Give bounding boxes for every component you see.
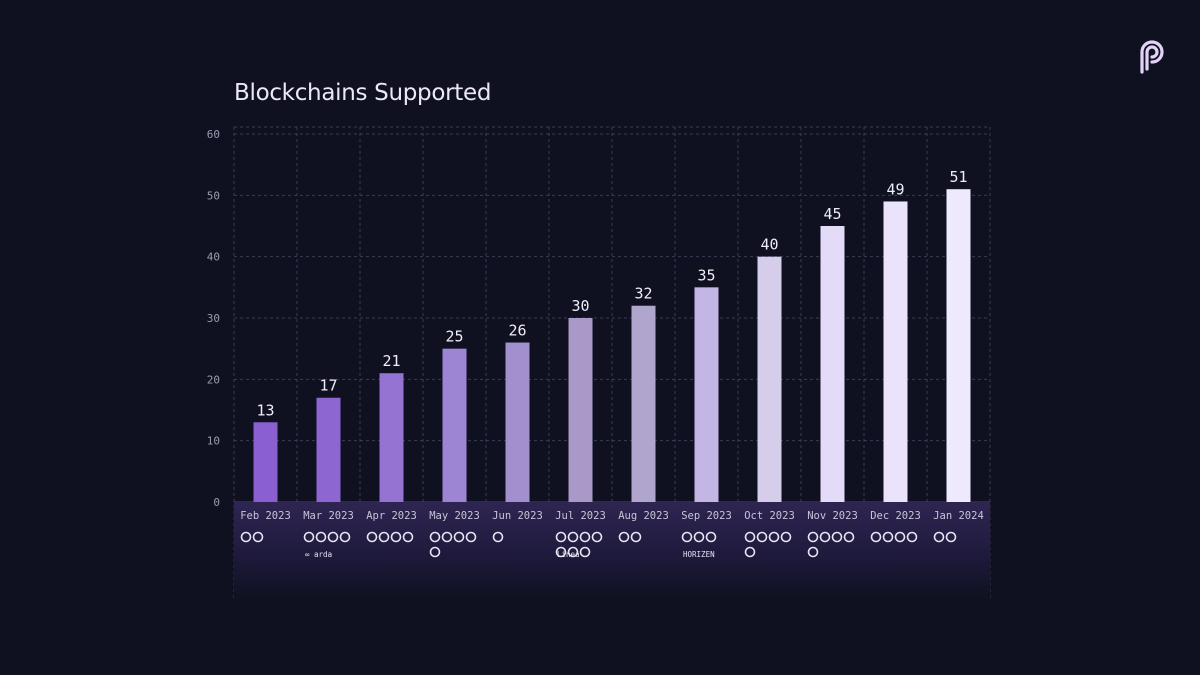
chain-logo-icon bbox=[429, 531, 441, 543]
chain-logo-icon bbox=[744, 531, 756, 543]
chain-name-label: Linea bbox=[557, 550, 580, 559]
chain-logo-icon bbox=[555, 546, 567, 558]
chain-logo-icon bbox=[567, 531, 579, 543]
bar-value-label: 21 bbox=[382, 352, 400, 370]
chain-logo-icon bbox=[579, 546, 591, 558]
chain-logo-icon bbox=[807, 531, 819, 543]
chain-logo-icon bbox=[492, 531, 504, 543]
chain-name-label: HORIZEN bbox=[683, 550, 715, 559]
chain-logo-icon bbox=[744, 546, 756, 558]
chain-logo-icon bbox=[591, 531, 603, 543]
chain-logo-icon bbox=[441, 531, 453, 543]
chain-logo-icon bbox=[567, 546, 579, 558]
chain-logo-icon bbox=[315, 531, 327, 543]
chain-logo-icon bbox=[780, 531, 792, 543]
bar bbox=[883, 201, 908, 502]
pyth-logo-icon bbox=[1140, 40, 1164, 74]
bar bbox=[568, 318, 593, 502]
chain-logo-icon bbox=[453, 531, 465, 543]
chain-logo-icon bbox=[339, 531, 351, 543]
chain-logo-icon bbox=[843, 531, 855, 543]
chain-logo-icon bbox=[402, 531, 414, 543]
bar bbox=[757, 256, 782, 502]
chain-logo-icon bbox=[618, 531, 630, 543]
logo-band bbox=[234, 502, 990, 598]
labels: 0 10 20 30 40 50 60 13 Feb 2023 17 Mar 2023 ∞ arda 2… bbox=[207, 128, 984, 559]
bar-value-label: 13 bbox=[256, 401, 274, 419]
chain-logo-icon bbox=[465, 531, 477, 543]
x-tick-label: Feb 2023 bbox=[240, 510, 291, 522]
bar-value-label: 40 bbox=[760, 236, 778, 254]
bar-value-label: 25 bbox=[445, 328, 463, 346]
bar bbox=[379, 373, 404, 502]
y-tick-label: 20 bbox=[207, 373, 220, 386]
chain-logo-icon bbox=[327, 531, 339, 543]
bar-value-label: 35 bbox=[697, 266, 715, 284]
x-tick-label: May 2023 bbox=[429, 510, 480, 522]
chain-logo-icon bbox=[933, 531, 945, 543]
bar-value-label: 26 bbox=[508, 322, 526, 340]
chain-logo-icon bbox=[819, 531, 831, 543]
y-tick-label: 0 bbox=[213, 496, 220, 509]
chain-logo-icon bbox=[681, 531, 693, 543]
chain-logo-icon bbox=[378, 531, 390, 543]
y-tick-label: 50 bbox=[207, 189, 220, 202]
x-tick-label: Oct 2023 bbox=[744, 510, 795, 522]
chain-logo-icon bbox=[303, 531, 315, 543]
x-tick-label: Apr 2023 bbox=[366, 510, 417, 522]
bar bbox=[631, 305, 656, 502]
chain-logo-icon bbox=[366, 531, 378, 543]
bar bbox=[253, 422, 278, 502]
bar-value-label: 45 bbox=[823, 205, 841, 223]
chain-logo-icon bbox=[831, 531, 843, 543]
chain-logo-icon bbox=[429, 546, 441, 558]
chain-logo-icon bbox=[807, 546, 819, 558]
y-tick-label: 30 bbox=[207, 312, 220, 325]
chain-logo-icon bbox=[756, 531, 768, 543]
logo-band-background bbox=[234, 502, 990, 598]
bar-value-label: 49 bbox=[886, 180, 904, 198]
x-tick-label: Sep 2023 bbox=[681, 510, 732, 522]
chain-logo-icon bbox=[906, 531, 918, 543]
bar bbox=[820, 226, 845, 502]
bars bbox=[253, 189, 971, 502]
y-tick-label: 60 bbox=[207, 128, 220, 141]
bar-value-label: 32 bbox=[634, 285, 652, 303]
chain-logo-icon bbox=[945, 531, 957, 543]
chain-logo-icon bbox=[705, 531, 717, 543]
bar-value-label: 17 bbox=[319, 377, 337, 395]
y-tick-label: 10 bbox=[207, 435, 220, 448]
chain-logo-icon bbox=[579, 531, 591, 543]
bar bbox=[442, 348, 467, 502]
chain-logo-icon bbox=[693, 531, 705, 543]
bar bbox=[694, 287, 719, 502]
chain-logo-icon bbox=[870, 531, 882, 543]
x-tick-label: Jun 2023 bbox=[492, 510, 543, 522]
chain-logo-icon bbox=[240, 531, 252, 543]
bar-value-label: 51 bbox=[949, 168, 967, 186]
bar bbox=[316, 397, 341, 502]
x-tick-label: Dec 2023 bbox=[870, 510, 921, 522]
chart-title: Blockchains Supported bbox=[234, 80, 492, 106]
chain-logo-icon bbox=[252, 531, 264, 543]
x-tick-label: Jan 2024 bbox=[933, 510, 984, 522]
bar-value-label: 30 bbox=[571, 297, 589, 315]
x-tick-label: Mar 2023 bbox=[303, 510, 354, 522]
chain-logo-icon bbox=[630, 531, 642, 543]
y-tick-label: 40 bbox=[207, 251, 220, 264]
chain-logo-icon bbox=[882, 531, 894, 543]
chain-logo-icon bbox=[894, 531, 906, 543]
chain-logo-icon bbox=[390, 531, 402, 543]
chain-name-label: ∞ arda bbox=[305, 550, 332, 559]
x-tick-label: Aug 2023 bbox=[618, 510, 669, 522]
chain-logo-icon bbox=[768, 531, 780, 543]
x-tick-label: Jul 2023 bbox=[555, 510, 606, 522]
chain-logo-icon bbox=[555, 531, 567, 543]
bar bbox=[946, 189, 971, 502]
bar bbox=[505, 342, 530, 502]
x-tick-label: Nov 2023 bbox=[807, 510, 858, 522]
